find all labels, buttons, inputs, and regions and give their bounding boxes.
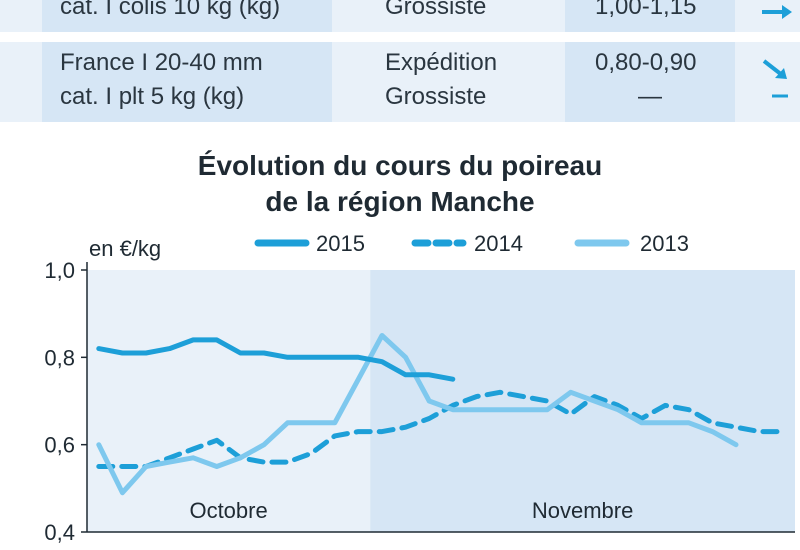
- col-price-bg-2: [565, 42, 735, 122]
- chart-title: Évolution du cours du poireau de la régi…: [0, 148, 800, 220]
- dash-icon: [772, 94, 788, 98]
- chart-title-line2: de la région Manche: [265, 186, 535, 217]
- y-tick-label: 1,0: [44, 258, 75, 283]
- y-axis-unit-label: en €/kg: [89, 236, 161, 261]
- table-row-2-product-line2: cat. I plt 5 kg (kg): [60, 83, 245, 110]
- november-background: [370, 270, 795, 532]
- price-table: cat. I colis 10 kg (kg) Grossiste 1,00-1…: [0, 0, 800, 122]
- series-line-2014: [96, 389, 786, 469]
- table-row-2-stage-line2: Grossiste: [385, 83, 487, 110]
- table-row-2-stage-line1: Expédition: [385, 49, 498, 76]
- row-separator: [0, 32, 800, 42]
- legend-label-2014: 2014: [474, 231, 523, 256]
- y-tick-label: 0,6: [44, 433, 75, 458]
- y-tick-label: 0,4: [44, 520, 75, 545]
- arrow-down-right-icon: [762, 59, 787, 79]
- col-product-bg-2: [42, 42, 332, 118]
- month-label-novembre: Novembre: [532, 498, 633, 523]
- month-label-octobre: Octobre: [189, 498, 267, 523]
- october-background: [87, 270, 371, 532]
- series-line-2015: [96, 337, 456, 382]
- table-row-1-product: cat. I colis 10 kg (kg): [60, 0, 281, 20]
- table-row-1-price: 1,00-1,15: [595, 0, 697, 20]
- table-row-2-product-line1: France I 20-40 mm: [60, 49, 263, 76]
- table-row-2-price-line2: —: [638, 83, 662, 110]
- legend-label-2013: 2013: [640, 231, 689, 256]
- legend-label-2015: 2015: [316, 231, 365, 256]
- table-row-1-stage: Grossiste: [385, 0, 487, 20]
- arrow-right-icon: [762, 5, 792, 19]
- series-line-2013: [96, 333, 739, 496]
- table-row-2-price-line1: 0,80-0,90: [595, 49, 697, 76]
- chart-title-line1: Évolution du cours du poireau: [197, 150, 603, 181]
- y-tick-label: 0,8: [44, 345, 75, 370]
